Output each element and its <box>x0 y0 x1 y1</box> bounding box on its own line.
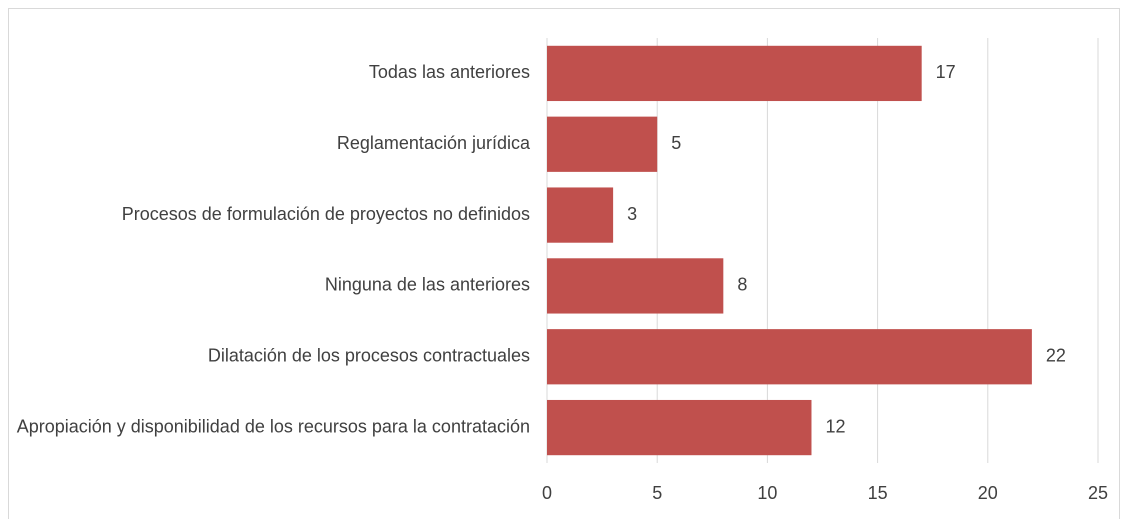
bar <box>547 45 922 102</box>
bar <box>547 187 614 243</box>
x-tick-label: 20 <box>978 483 998 503</box>
x-tick-label: 0 <box>542 483 552 503</box>
bar <box>547 399 812 456</box>
data-label: 17 <box>936 62 956 82</box>
y-tick-label: Procesos de formulación de proyectos no … <box>122 204 530 224</box>
data-label: 3 <box>627 204 637 224</box>
data-label: 12 <box>825 416 845 436</box>
y-tick-label: Ninguna de las anteriores <box>325 275 530 295</box>
data-label: 5 <box>671 133 681 153</box>
x-tick-label: 15 <box>868 483 888 503</box>
y-tick-label: Dilatación de los procesos contractuales <box>208 346 530 366</box>
bar <box>547 258 724 314</box>
y-tick-label: Todas las anteriores <box>369 62 530 82</box>
y-tick-label: Apropiación y disponibilidad de los recu… <box>17 416 530 436</box>
bar <box>547 116 658 172</box>
y-tick-label: Reglamentación jurídica <box>337 133 531 153</box>
x-tick-label: 25 <box>1088 483 1108 503</box>
data-label: 22 <box>1046 346 1066 366</box>
data-label: 8 <box>737 275 747 295</box>
x-tick-label: 5 <box>652 483 662 503</box>
bar <box>547 329 1032 385</box>
x-tick-label: 10 <box>757 483 777 503</box>
